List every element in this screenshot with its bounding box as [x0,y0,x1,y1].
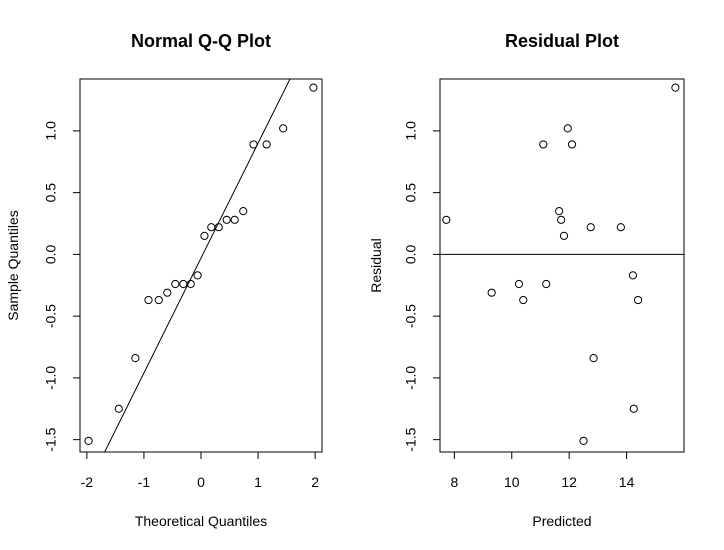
qq-data-point [179,279,188,289]
qq-reference-line [104,79,291,452]
qq-y-tick-label: 0.0 [43,244,59,264]
residual-x-tick-label: 12 [561,474,577,490]
residual-data-point [542,279,551,289]
qq-y-axis-label: Sample Quantiles [5,210,21,321]
residual-data-point [586,223,595,232]
qq-data-point [239,207,248,216]
qq-data-point [230,215,239,224]
qq-x-tick-label: 0 [197,474,205,490]
qq-data-point [114,404,123,413]
qq-data-point [214,223,223,232]
residual-y-tick-label: 0.5 [403,183,419,203]
qq-x-tick-label: 2 [311,474,319,490]
qq-x-tick-label: -2 [81,474,94,490]
residual-plot-frame [439,78,685,453]
residual-data-point [563,124,572,133]
qq-data-point [171,279,180,289]
qq-y-tick-label: -1.5 [43,427,59,451]
residual-data-point [628,271,638,280]
residual-y-tick-label: -1.0 [403,366,419,390]
residual-data-point [539,140,548,149]
residual-x-axis-label: Predicted [532,513,591,529]
residual-data-point [567,140,577,149]
residual-data-point [589,354,598,363]
residual-data-point [629,404,638,413]
residual-data-point [616,223,625,232]
residual-data-point [557,215,566,224]
residual-data-point [579,436,588,445]
qq-data-point [186,279,195,289]
qq-data-point [131,354,140,363]
residual-x-tick-label: 10 [504,474,520,490]
residual-data-point [555,207,564,216]
residual-title: Residual Plot [505,31,619,51]
residual-y-tick-label: 0.0 [403,244,419,264]
residual-data-point [519,295,528,305]
residual-x-tick-label: 8 [450,474,458,490]
residual-y-tick-label: -0.5 [403,304,419,328]
qq-title: Normal Q-Q Plot [131,31,271,51]
qq-plot-frame [79,78,323,453]
qq-y-tick-label: -1.0 [43,366,59,390]
residual-plot-panel: Residual Plot Predicted Residual 8 10 12 14 -1.… [368,31,685,529]
qq-y-tick-label: -0.5 [43,304,59,328]
qq-y-tick-label: 1.0 [43,121,59,141]
qq-data-point [207,223,216,232]
residual-data-point [633,295,643,305]
residual-data-point [671,83,680,92]
qq-x-tick-label: -1 [138,474,151,490]
residual-data-point [442,215,451,224]
qq-data-point [262,140,271,149]
residual-data-point [487,288,496,297]
qq-data-point [279,124,288,133]
qq-data-point [222,215,231,224]
qq-data-point [200,231,209,240]
qq-data-point [84,436,93,445]
qq-plot-panel: Normal Q-Q Plot Theoretical Quantiles Samp… [5,31,323,529]
qq-x-tick-label: 1 [254,474,262,490]
qq-data-point [154,295,163,305]
qq-y-tick-label: 0.5 [43,183,59,203]
residual-x-tick-label: 14 [619,474,635,490]
residual-y-tick-label: -1.5 [403,427,419,451]
qq-data-point [309,83,318,92]
residual-data-point [559,231,569,240]
qq-data-point [144,295,153,305]
qq-x-axis-label: Theoretical Quantiles [135,513,267,529]
qq-data-point [249,140,258,149]
residual-data-point [514,279,524,289]
qq-data-point [163,288,172,297]
qq-data-point [193,271,202,280]
residual-y-tick-label: 1.0 [403,121,419,141]
residual-y-axis-label: Residual [368,238,384,292]
